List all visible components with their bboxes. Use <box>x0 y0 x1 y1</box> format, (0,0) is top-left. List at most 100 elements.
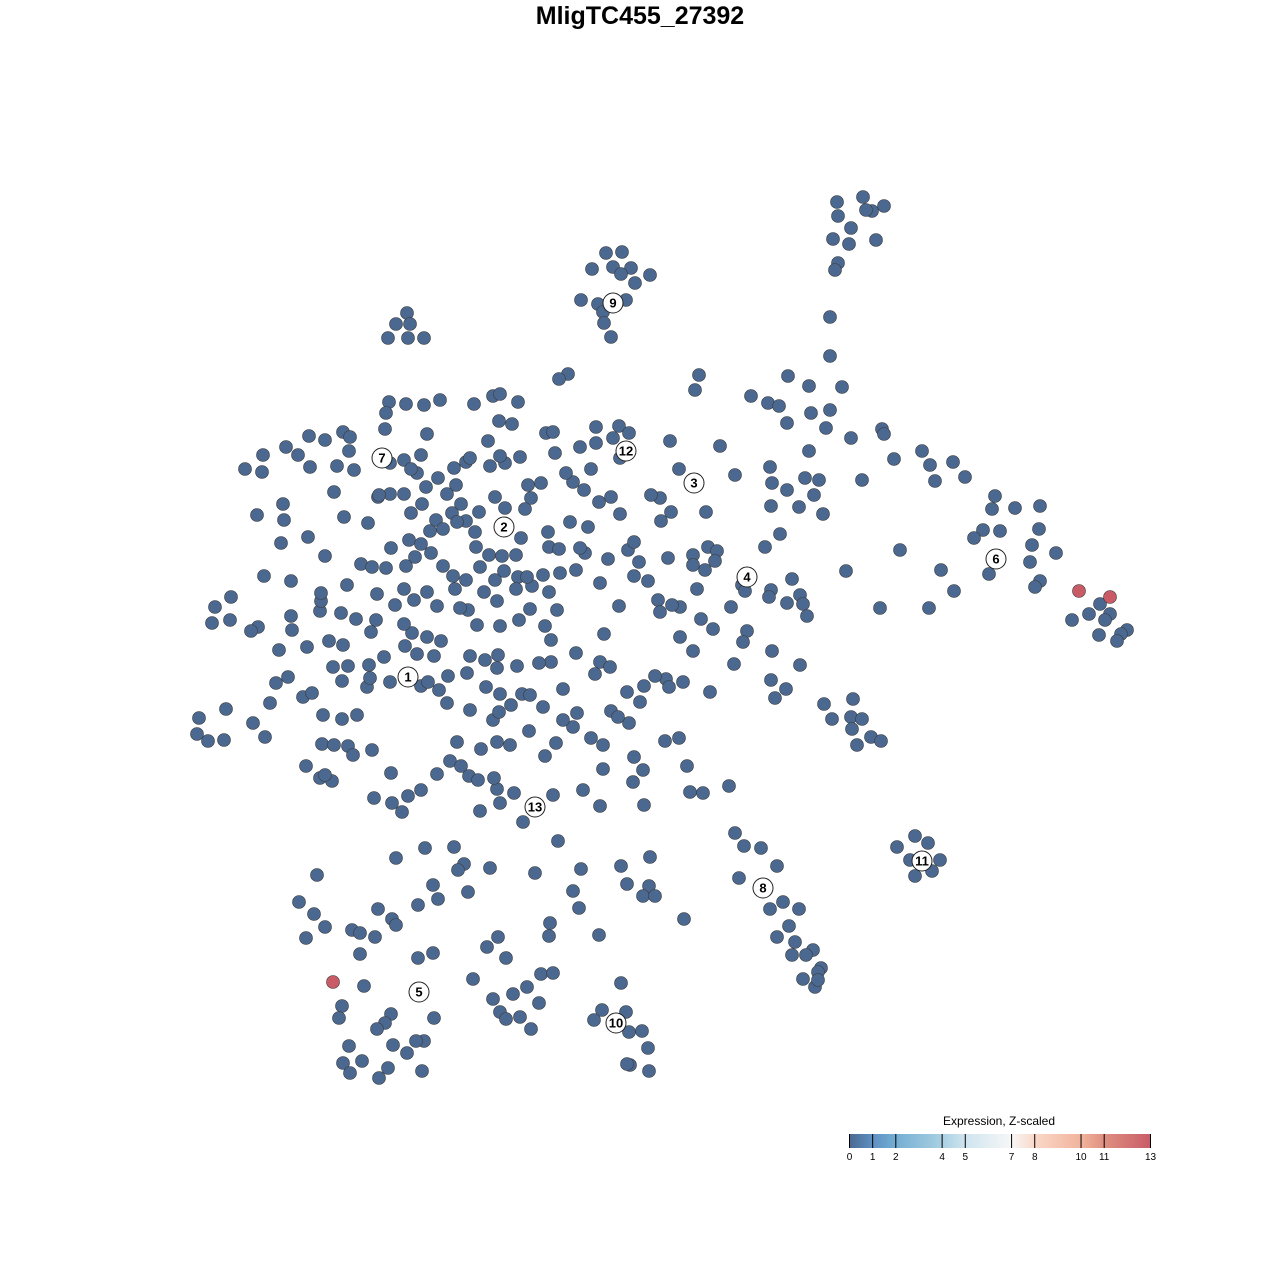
data-point <box>844 431 858 445</box>
data-point <box>315 737 329 751</box>
legend-tick-label: 0 <box>846 1152 853 1163</box>
cluster-label-text: 11 <box>915 854 929 869</box>
data-point <box>696 786 710 800</box>
data-point <box>307 907 321 921</box>
data-point <box>680 759 694 773</box>
data-point <box>596 738 610 752</box>
data-point <box>826 232 840 246</box>
data-point <box>620 685 634 699</box>
data-point <box>804 406 818 420</box>
data-point <box>643 268 657 282</box>
cluster-label-text: 2 <box>500 520 507 535</box>
data-point <box>410 647 424 661</box>
data-point <box>446 569 460 583</box>
data-point <box>223 613 237 627</box>
cluster-label: 11 <box>911 850 933 872</box>
data-point <box>337 510 351 524</box>
data-point <box>332 1011 346 1025</box>
data-point <box>1065 613 1079 627</box>
data-point <box>874 734 888 748</box>
data-point <box>737 839 751 853</box>
data-point <box>336 638 350 652</box>
data-point <box>556 682 570 696</box>
cluster-label-text: 12 <box>619 444 633 459</box>
data-point <box>369 613 383 627</box>
data-point <box>510 659 524 673</box>
data-point <box>982 567 996 581</box>
data-point <box>1028 580 1042 594</box>
data-point <box>569 646 583 660</box>
data-point <box>958 470 972 484</box>
data-point <box>799 948 813 962</box>
data-point <box>665 598 679 612</box>
data-point <box>420 585 434 599</box>
legend-tick-label: 11 <box>1098 1152 1110 1163</box>
legend-tick-label: 10 <box>1075 1152 1087 1163</box>
data-point <box>488 573 502 587</box>
data-point <box>785 572 799 586</box>
data-point <box>318 920 332 934</box>
data-point-high-expression <box>1072 584 1086 598</box>
data-point <box>490 661 504 675</box>
cluster-label-text: 10 <box>609 1016 623 1031</box>
data-point <box>744 389 758 403</box>
data-point <box>238 462 252 476</box>
data-point <box>908 829 922 843</box>
data-point <box>404 462 418 476</box>
data-point <box>635 1024 649 1038</box>
data-point <box>490 735 504 749</box>
cluster-label-text: 5 <box>415 985 422 1000</box>
chart-title: MligTC455_27392 <box>535 2 745 30</box>
data-point <box>499 1012 513 1026</box>
data-point <box>614 859 628 873</box>
data-point <box>316 708 330 722</box>
data-point <box>802 444 816 458</box>
data-point-high-expression <box>1103 590 1117 604</box>
data-point <box>483 861 497 875</box>
data-point <box>503 738 517 752</box>
data-point <box>274 536 288 550</box>
data-point <box>472 505 486 519</box>
data-point <box>550 603 564 617</box>
data-point <box>511 395 525 409</box>
color-legend: Expression, Z-scaled 0 1 2 4 5 7 8 10 11 13 <box>846 1114 1156 1174</box>
data-point <box>614 976 628 990</box>
data-point <box>612 599 626 613</box>
data-point <box>402 533 416 547</box>
data-point <box>772 399 786 413</box>
data-point <box>823 310 837 324</box>
data-point <box>497 564 511 578</box>
data-point <box>499 951 513 965</box>
data-point <box>576 783 590 797</box>
data-point <box>471 773 485 787</box>
legend-tick-label: 5 <box>962 1152 969 1163</box>
data-point <box>1098 613 1112 627</box>
data-point <box>546 425 560 439</box>
data-point <box>493 619 507 633</box>
data-point <box>934 563 948 577</box>
data-point <box>636 889 650 903</box>
data-point <box>632 555 646 569</box>
data-point <box>779 682 793 696</box>
data-point <box>577 483 591 497</box>
data-point <box>765 644 779 658</box>
data-point <box>349 612 363 626</box>
data-point <box>417 331 431 345</box>
data-point <box>478 653 492 667</box>
data-point <box>763 902 777 916</box>
data-point <box>620 877 634 891</box>
data-point <box>686 644 700 658</box>
data-point <box>606 431 620 445</box>
data-point <box>855 712 869 726</box>
data-point <box>299 759 313 773</box>
data-point <box>520 570 534 584</box>
data-point <box>509 548 523 562</box>
data-point <box>593 799 607 813</box>
data-point <box>404 506 418 520</box>
data-point <box>626 775 640 789</box>
data-point <box>431 471 445 485</box>
data-point <box>419 480 433 494</box>
cluster-label: 3 <box>683 472 705 494</box>
data-point <box>877 199 891 213</box>
